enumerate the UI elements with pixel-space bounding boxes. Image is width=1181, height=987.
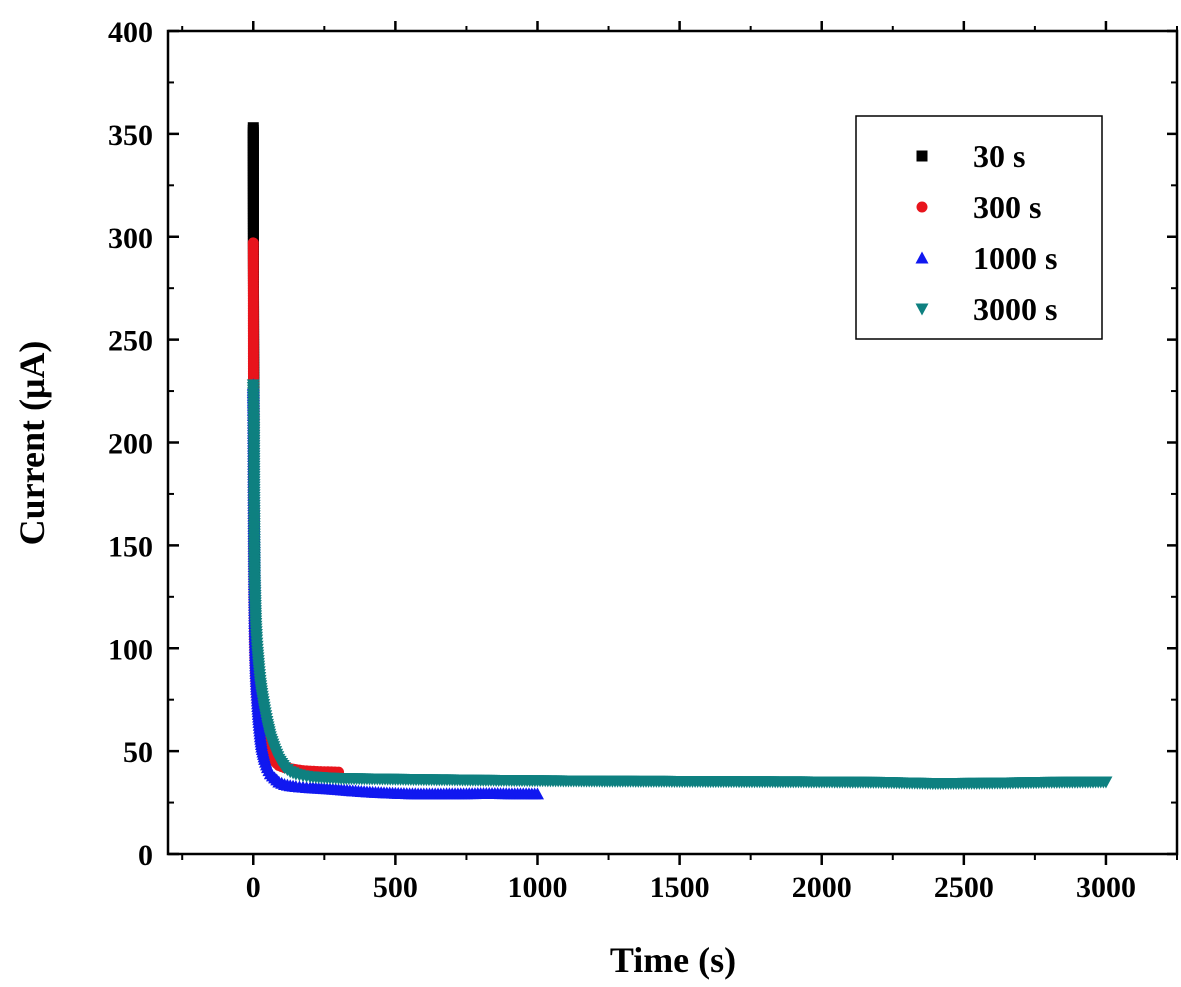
data-points	[246, 122, 1113, 800]
x-tick-label: 1500	[650, 871, 710, 904]
y-tick-label: 0	[138, 839, 153, 872]
legend-marker	[915, 303, 929, 316]
y-tick-label: 250	[108, 325, 153, 358]
y-axis-title: Current (μA)	[12, 341, 52, 546]
x-tick-label: 0	[246, 871, 261, 904]
y-tick-label: 350	[108, 119, 153, 152]
legend-box	[855, 115, 1103, 340]
y-tick-label: 150	[108, 530, 153, 563]
y-tick-label: 50	[123, 736, 153, 769]
y-tick-label: 300	[108, 222, 153, 255]
y-tick-label: 200	[108, 428, 153, 461]
legend-label: 30 s	[973, 138, 1025, 174]
y-tick-label: 400	[108, 16, 153, 49]
axis-ticks: 0 500 1000 1500 2000 2500 3000 0 50 100 150 200 250 3…	[108, 16, 1178, 904]
legend: 30 s 300 s 1000 s 3000 s	[855, 115, 1103, 340]
series-3	[246, 379, 1113, 791]
legend-marker	[915, 251, 929, 264]
legend-label: 3000 s	[973, 291, 1057, 327]
legend-label: 300 s	[973, 189, 1041, 225]
x-tick-label: 3000	[1076, 871, 1136, 904]
x-tick-label: 2000	[792, 871, 852, 904]
legend-label: 1000 s	[973, 240, 1057, 276]
x-tick-label: 1000	[507, 871, 567, 904]
x-tick-label: 500	[373, 871, 418, 904]
y-tick-label: 100	[108, 633, 153, 666]
legend-marker	[916, 150, 928, 162]
x-tick-label: 2500	[934, 871, 994, 904]
series-2	[246, 378, 544, 800]
data-point	[530, 787, 544, 800]
x-axis-title: Time (s)	[610, 940, 736, 980]
legend-marker	[916, 201, 928, 213]
data-point	[1099, 776, 1113, 789]
